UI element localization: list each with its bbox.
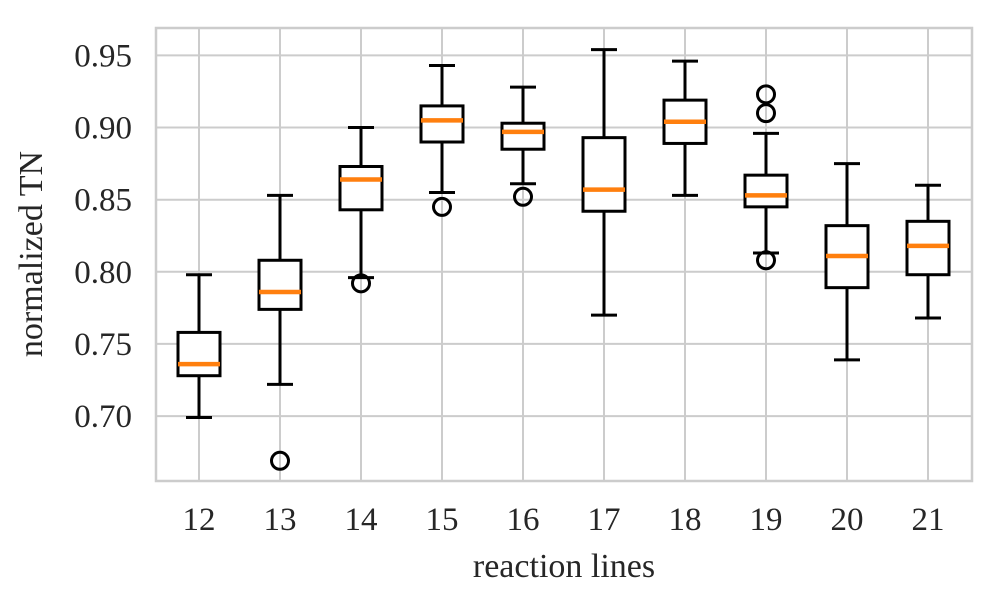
svg-text:17: 17 — [588, 502, 621, 538]
svg-text:0.70: 0.70 — [74, 399, 132, 435]
box-17 — [581, 48, 627, 317]
svg-text:12: 12 — [183, 502, 216, 538]
svg-text:0.80: 0.80 — [74, 255, 132, 291]
box-21 — [905, 183, 951, 320]
outlier-marker — [513, 186, 533, 207]
svg-text:19: 19 — [750, 502, 783, 538]
box-20 — [824, 162, 870, 362]
outlier-marker — [270, 450, 290, 471]
box-13 — [257, 193, 303, 471]
svg-text:0.85: 0.85 — [74, 183, 132, 219]
box-19 — [743, 84, 789, 271]
outlier-marker — [432, 196, 452, 217]
svg-text:13: 13 — [264, 502, 297, 538]
svg-text:20: 20 — [831, 502, 864, 538]
box-12 — [176, 273, 222, 420]
outlier-marker — [756, 250, 776, 271]
y-tick-labels: 0.70 0.75 0.80 0.85 0.90 0.95 — [74, 38, 132, 435]
svg-text:15: 15 — [426, 502, 459, 538]
outlier-marker — [351, 273, 371, 294]
x-tick-labels: 12 13 14 15 16 17 18 19 20 21 — [183, 502, 945, 538]
svg-text:14: 14 — [345, 502, 378, 538]
outlier-marker — [756, 84, 776, 105]
y-axis-label: normalized TN — [13, 150, 50, 358]
svg-text:0.75: 0.75 — [74, 327, 132, 363]
svg-text:21: 21 — [912, 502, 945, 538]
svg-text:18: 18 — [669, 502, 702, 538]
box-14 — [338, 126, 384, 294]
svg-text:0.90: 0.90 — [74, 111, 132, 147]
x-axis-label: reaction lines — [472, 548, 656, 585]
svg-text:16: 16 — [507, 502, 540, 538]
svg-text:0.95: 0.95 — [74, 38, 132, 74]
outlier-marker — [756, 103, 776, 124]
box-16 — [500, 85, 546, 207]
box-15 — [419, 64, 465, 217]
box-18 — [662, 59, 708, 197]
plot-border — [154, 26, 974, 483]
